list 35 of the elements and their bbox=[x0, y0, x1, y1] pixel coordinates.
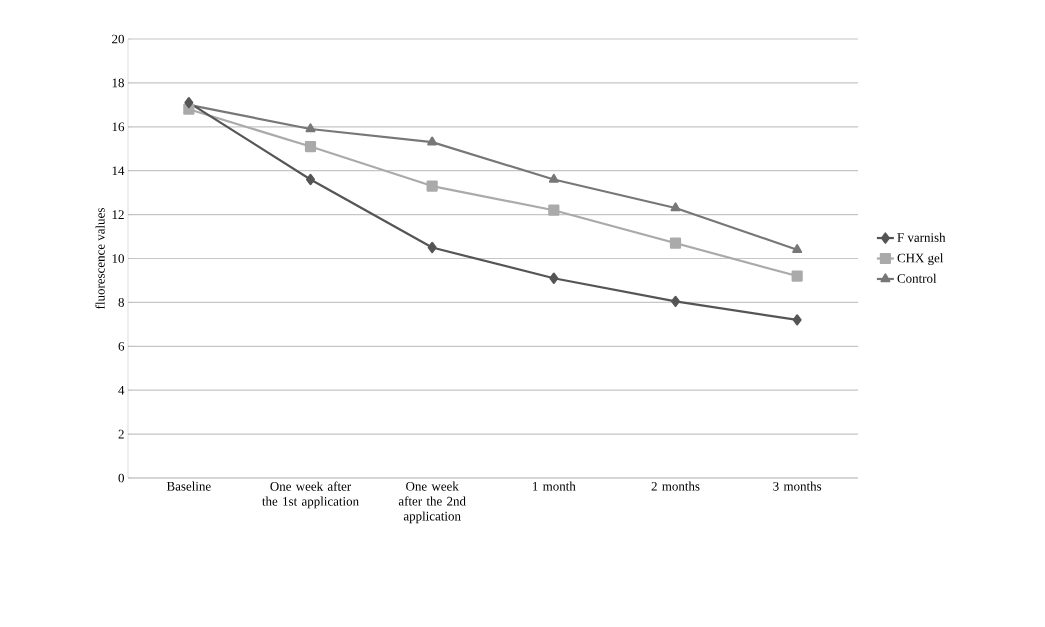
point bbox=[791, 270, 803, 282]
point bbox=[427, 136, 438, 146]
point bbox=[427, 241, 437, 254]
x-tick-label: Baseline bbox=[166, 481, 211, 491]
y-tick-label: 14 bbox=[112, 166, 125, 175]
point bbox=[670, 202, 681, 212]
y-tick-label: 10 bbox=[112, 254, 124, 263]
x-tick-label: 3 months bbox=[773, 481, 822, 491]
legend-label: Control bbox=[897, 273, 937, 283]
y-tick-label: 8 bbox=[118, 298, 124, 307]
point bbox=[792, 244, 803, 254]
y-tick-label: 4 bbox=[118, 385, 125, 395]
point bbox=[304, 140, 317, 153]
y-tick-label: 2 bbox=[118, 429, 124, 439]
point bbox=[548, 173, 559, 183]
y-tick-label: 20 bbox=[112, 34, 124, 44]
y-tick-label: 12 bbox=[112, 210, 124, 219]
y-axis-title: fluorescence values bbox=[95, 208, 105, 309]
x-tick-label: 2 months bbox=[651, 481, 700, 491]
point bbox=[549, 272, 559, 284]
point bbox=[792, 314, 802, 326]
point bbox=[426, 180, 438, 192]
point bbox=[669, 237, 682, 249]
legend-label: CHX gel bbox=[897, 253, 944, 266]
x-tick-label: One week after the 2nd application bbox=[398, 481, 466, 524]
legend-label: F varnish bbox=[897, 232, 946, 242]
x-tick-label: 1 month bbox=[533, 481, 576, 491]
point bbox=[671, 295, 680, 307]
point bbox=[548, 204, 560, 216]
y-tick-label: 16 bbox=[112, 122, 125, 132]
y-tick-label: 18 bbox=[112, 78, 124, 88]
point bbox=[305, 123, 316, 133]
y-tick-label: 6 bbox=[118, 341, 125, 351]
y-tick-label: 0 bbox=[118, 473, 124, 483]
x-tick-label: One week after the 1st application bbox=[262, 481, 359, 509]
